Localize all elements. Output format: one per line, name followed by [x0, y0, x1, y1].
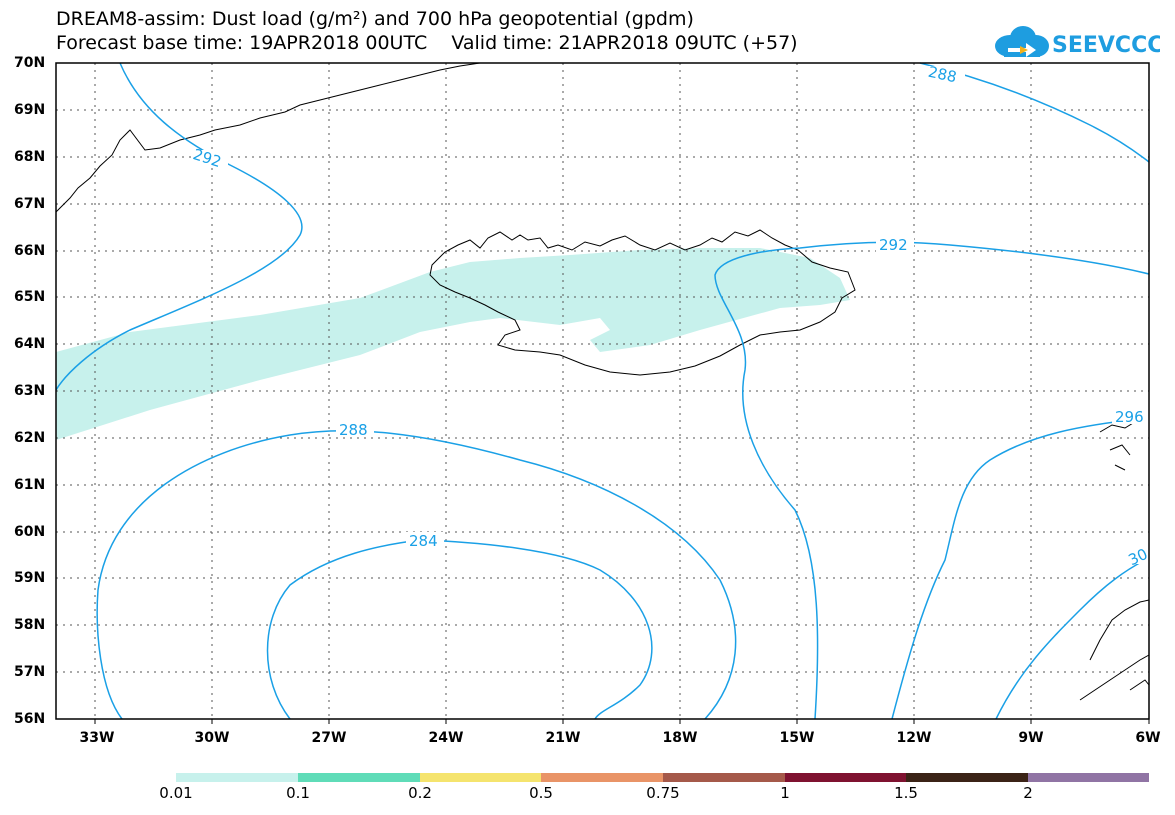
colorbar-label: 0.5 — [529, 784, 553, 802]
lat-label: 68N — [14, 149, 46, 165]
contour-300 — [995, 557, 1150, 720]
tick-marks — [94, 719, 1150, 724]
lat-label: 69N — [14, 102, 46, 118]
lon-label: 9W — [1018, 730, 1044, 746]
lat-label: 61N — [14, 477, 46, 493]
lat-label: 59N — [14, 570, 46, 586]
lat-label: 67N — [14, 196, 46, 212]
lon-label: 30W — [194, 730, 230, 746]
lon-label: 18W — [662, 730, 698, 746]
contour-284 — [266, 539, 653, 720]
contour-288-south — [96, 429, 737, 720]
contour-labels: 288 292 292 288 284 296 30 — [191, 63, 1151, 570]
colorbar-label: 1 — [780, 784, 790, 802]
contour-label-288-s: 288 — [339, 421, 368, 439]
colorbar-segment — [663, 773, 785, 782]
lat-label: 64N — [14, 336, 46, 352]
logo-text: SEEVCCC — [1052, 33, 1160, 58]
faroe-coast — [1099, 419, 1150, 471]
colorbar-segment — [298, 773, 420, 782]
contour-292-east — [714, 241, 1150, 720]
chart-subtitle: Forecast base time: 19APR2018 00UTC Vali… — [56, 32, 798, 54]
lat-label: 58N — [14, 617, 46, 633]
colorbar-label: 2 — [1023, 784, 1033, 802]
colorbar-segment — [420, 773, 541, 782]
lat-label: 60N — [14, 524, 46, 540]
lat-label: 66N — [14, 243, 46, 259]
colorbar-segment — [785, 773, 906, 782]
lat-label: 65N — [14, 289, 46, 305]
contour-label-284: 284 — [409, 532, 438, 550]
contour-label-296: 296 — [1115, 408, 1144, 426]
greenland-coast — [55, 62, 500, 213]
colorbar-label: 0.1 — [286, 784, 310, 802]
colorbar-label: 0.01 — [159, 784, 193, 802]
lon-label: 27W — [311, 730, 347, 746]
contour-label-292-w: 292 — [191, 145, 224, 171]
contour-296 — [891, 417, 1150, 720]
dust-load-shading — [56, 248, 850, 440]
lat-label: 70N — [14, 55, 46, 71]
colorbar-label: 1.5 — [894, 784, 918, 802]
colorbar-segment — [541, 773, 663, 782]
colorbar-label: 0.75 — [646, 784, 680, 802]
lat-label: 62N — [14, 430, 46, 446]
colorbar-label: 0.2 — [408, 784, 432, 802]
cloud-icon — [995, 26, 1049, 57]
lat-label: 56N — [14, 711, 46, 727]
contour-label-288-ne: 288 — [927, 63, 959, 87]
chart-title: DREAM8-assim: Dust load (g/m²) and 700 h… — [56, 8, 694, 30]
grid-lines — [56, 63, 1149, 719]
lon-label: 33W — [79, 730, 115, 746]
lat-label: 63N — [14, 383, 46, 399]
colorbar-segment — [906, 773, 1028, 782]
contour-292-west — [55, 62, 303, 391]
coastlines — [55, 62, 1150, 701]
seevccc-logo: SEEVCCC — [995, 26, 1160, 58]
scotland-coast — [1079, 599, 1150, 701]
map-frame — [55, 62, 1150, 720]
lat-label: 57N — [14, 664, 46, 680]
lon-label: 12W — [896, 730, 932, 746]
colorbar-segment — [176, 773, 298, 782]
colorbar-segment — [1028, 773, 1149, 782]
geopotential-contours — [55, 62, 1150, 720]
lon-label: 24W — [428, 730, 464, 746]
lon-label: 6W — [1135, 730, 1161, 746]
iceland-coast — [429, 229, 856, 376]
contour-label-292-e: 292 — [879, 236, 908, 254]
lon-label: 21W — [545, 730, 581, 746]
lon-label: 15W — [779, 730, 815, 746]
